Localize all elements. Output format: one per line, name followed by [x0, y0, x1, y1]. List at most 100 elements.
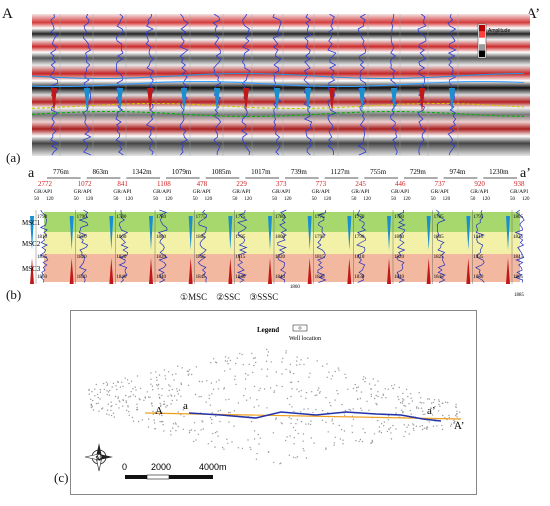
- cycle-rising-triangle: [466, 258, 471, 284]
- well-location-dot: [181, 367, 183, 369]
- well-location-dot: [188, 373, 190, 375]
- well-location-dot: [333, 444, 335, 446]
- well-location-dot: [430, 402, 433, 404]
- well-location-dot: [187, 370, 190, 372]
- well-scale-max: 120: [324, 197, 332, 202]
- well-spacing-label: 1342m: [132, 168, 152, 176]
- well-location-dot: [219, 409, 222, 412]
- well-location-dot: [130, 380, 133, 382]
- well-location-dot: [389, 427, 392, 429]
- seismic-well-trace: [303, 14, 313, 156]
- well-location-dot: [153, 419, 155, 421]
- well-location-dot: [448, 414, 450, 416]
- well-location-dot: [286, 397, 289, 400]
- depth-label: 1775: [235, 215, 246, 220]
- well-location-dot: [219, 420, 221, 423]
- well-location-dot: [419, 401, 421, 404]
- well-location-dot: [371, 440, 374, 443]
- well-location-dot: [385, 397, 387, 399]
- well-location-dot: [165, 406, 167, 408]
- well-location-dot: [328, 371, 330, 373]
- cycle-falling-triangle: [228, 216, 233, 250]
- well-location-dot: [299, 363, 301, 366]
- well-location-dot: [182, 428, 184, 430]
- well-location-dot: [373, 397, 376, 400]
- well-location-dot: [202, 428, 204, 430]
- well-location-dot: [289, 435, 291, 437]
- well-location-dot: [376, 403, 378, 406]
- well-location-dot: [150, 403, 153, 405]
- well-location-dot: [401, 400, 404, 402]
- depth-label: 1795: [235, 235, 246, 240]
- well-location-dot: [217, 435, 219, 437]
- well-location-dot: [252, 371, 254, 374]
- well-location-dot: [438, 400, 440, 403]
- well-location-dot: [412, 427, 415, 430]
- well-location-dot: [428, 398, 431, 400]
- well-location-dot: [90, 398, 92, 400]
- gr-log-curve: [514, 209, 525, 283]
- well-location-dot: [117, 396, 120, 398]
- well-location-dot: [236, 357, 238, 359]
- well-location-dot: [411, 400, 414, 402]
- well-location-map-svg: Legend Well location A a a’ A’ N 0 2000 …: [84, 324, 464, 480]
- well-location-dot: [90, 406, 92, 409]
- well-location-dot: [244, 378, 247, 380]
- well-scale-min: 50: [74, 197, 80, 202]
- well-location-dot: [151, 405, 153, 407]
- well-location-dot: [214, 446, 216, 448]
- well-spacing-label: 1079m: [172, 168, 192, 176]
- well-location-dot: [121, 381, 123, 383]
- well-location-dot: [364, 377, 367, 379]
- well-location-dot: [188, 369, 191, 371]
- well-location-dot: [190, 429, 193, 431]
- well-log-header: GR/API: [312, 189, 330, 195]
- gr-log-curve: [197, 209, 208, 283]
- seismic-well-trace: [327, 14, 337, 156]
- well-location-dot: [297, 432, 299, 435]
- well-location-dot: [172, 427, 174, 429]
- depth-label: 1830: [77, 275, 88, 280]
- well-location-dot: [303, 363, 305, 366]
- well-location-dot: [352, 408, 354, 410]
- depth-label: 1810: [77, 235, 88, 240]
- depth-label: 1770: [354, 215, 365, 220]
- seismic-horizons: [32, 72, 525, 118]
- well-scale-max: 120: [363, 197, 371, 202]
- well-location-dot: [144, 396, 146, 398]
- well-location-dot: [298, 391, 300, 393]
- well-name: 245: [355, 180, 366, 188]
- well-location-dot: [237, 402, 240, 404]
- well-correlation-svg: MSC1 MSC2 MSC3 776m 863m 1342m 1079m 1085m 1017m…: [22, 168, 530, 298]
- well-location-dot: [128, 396, 130, 398]
- well-location-dot: [234, 375, 236, 377]
- well-location-dot: [266, 407, 268, 409]
- well-location-dot: [408, 403, 410, 405]
- depth-label: 1845: [434, 275, 445, 280]
- well-location-dot: [136, 406, 138, 409]
- scale-tick-2000: 2000: [151, 462, 171, 472]
- well-location-dot: [296, 364, 298, 366]
- depth-label: 1795: [315, 235, 326, 240]
- well-location-dot: [419, 425, 421, 428]
- well-location-dot: [153, 422, 156, 424]
- well-location-dot: [413, 424, 415, 426]
- legend-sssc: ③SSSC: [249, 292, 279, 302]
- well-location-dot: [171, 374, 174, 376]
- cycle-rising-triangle: [347, 258, 352, 284]
- depth-label: 1775: [315, 215, 326, 220]
- well-location-dot: [404, 405, 407, 407]
- well-location-dot: [266, 348, 268, 351]
- depth-label: 1800: [156, 235, 167, 240]
- well-location-dot: [439, 405, 441, 407]
- well-log-header: GR/API: [34, 189, 52, 195]
- well-location-dot: [140, 387, 142, 390]
- well-location-dot: [387, 388, 389, 390]
- well-log-header: GR/API: [351, 189, 369, 195]
- well-spacing-label: 729m: [410, 168, 427, 176]
- well-location-dot: [339, 438, 341, 440]
- well-section-line-aa: [188, 411, 442, 422]
- well-location-dot: [239, 352, 241, 355]
- zone-label-msc2: MSC2: [22, 240, 41, 248]
- well-location-dot: [354, 383, 356, 386]
